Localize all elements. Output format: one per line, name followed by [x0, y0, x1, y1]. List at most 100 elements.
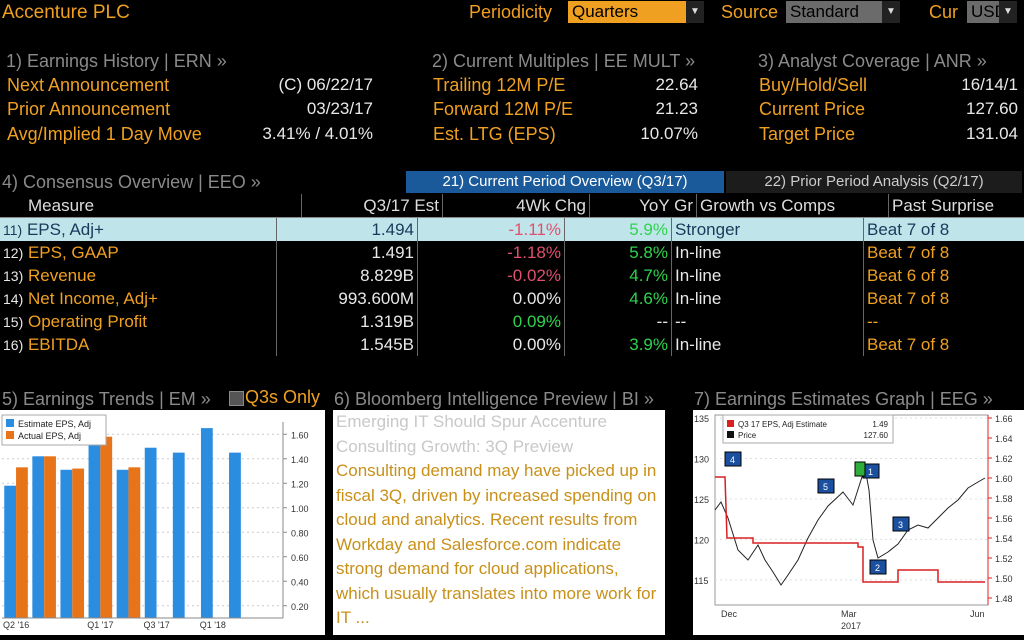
cell-measure: 11) EPS, Adj+	[0, 218, 277, 241]
cell-surprise: Beat 6 of 8	[864, 264, 1024, 287]
cell-yoy: 5.8%	[565, 241, 672, 264]
cell-yoy: 3.9%	[565, 333, 672, 356]
bar	[201, 428, 213, 618]
right-axis-label: 1.48	[995, 594, 1013, 604]
col-measure[interactable]: Measure	[0, 194, 302, 218]
estimates-graph-title[interactable]: 7) Earnings Estimates Graph | EEG »	[694, 389, 993, 410]
cell-estimate: 1.494	[277, 218, 418, 241]
source-select[interactable]: Standard ▼	[786, 1, 900, 23]
prior-announcement-label: Prior Announcement	[7, 99, 170, 120]
earnings-history-title[interactable]: 1) Earnings History | ERN »	[6, 51, 227, 72]
cell-estimate: 1.319B	[277, 310, 418, 333]
analyst-coverage-title[interactable]: 3) Analyst Coverage | ANR »	[758, 51, 987, 72]
col-estimate[interactable]: Q3/17 Est	[302, 194, 443, 218]
tab-current-period[interactable]: 21) Current Period Overview (Q3/17)	[406, 171, 724, 193]
periodicity-value: Quarters	[572, 2, 638, 21]
periodicity-label: Periodicity	[469, 2, 552, 23]
col-past-surprise[interactable]: Past Surprise	[889, 194, 1024, 218]
currency-select[interactable]: USD ▼	[967, 1, 1017, 23]
periodicity-select[interactable]: Quarters ▼	[568, 1, 704, 23]
cell-4wk-chg: 0.00%	[418, 333, 565, 356]
cell-comps: In-line	[672, 241, 864, 264]
event-marker-label: 1	[868, 467, 873, 477]
y-tick-label: 1.20	[291, 479, 309, 489]
y-tick-label: 0.80	[291, 528, 309, 538]
event-marker-label: 5	[823, 482, 828, 492]
legend-swatch	[727, 431, 734, 438]
cell-yoy: 5.9%	[565, 218, 672, 241]
right-axis-label: 1.52	[995, 554, 1013, 564]
current-price-label: Current Price	[759, 99, 865, 120]
y-tick-label: 1.40	[291, 455, 309, 465]
ltg-value: 10.07%	[600, 124, 698, 144]
x-tick-label: Jun	[970, 609, 985, 619]
q3s-only-checkbox[interactable]	[229, 391, 244, 406]
bar	[145, 448, 157, 618]
trailing-pe-value: 22.64	[600, 75, 698, 95]
bar	[44, 456, 56, 618]
cell-estimate: 8.829B	[277, 264, 418, 287]
cell-comps: In-line	[672, 287, 864, 310]
cell-measure: 15) Operating Profit	[0, 310, 277, 333]
left-axis-label: 130	[694, 454, 709, 464]
ltg-label: Est. LTG (EPS)	[433, 124, 556, 145]
consensus-table: Measure Q3/17 Est 4Wk Chg YoY Gr Growth …	[0, 194, 1024, 218]
right-axis-label: 1.50	[995, 574, 1013, 584]
green-marker	[855, 462, 865, 476]
right-axis-label: 1.56	[995, 514, 1013, 524]
next-announcement-label: Next Announcement	[7, 75, 169, 96]
cell-yoy: 4.7%	[565, 264, 672, 287]
cell-4wk-chg: 0.09%	[418, 310, 565, 333]
y-tick-label: 0.20	[291, 602, 309, 612]
x-tick-label: Dec	[721, 609, 738, 619]
event-marker-label: 2	[875, 563, 880, 573]
bi-preview-title[interactable]: 6) Bloomberg Intelligence Preview | BI »	[334, 389, 654, 410]
chevron-down-icon: ▼	[882, 1, 900, 23]
legend-value: 1.49	[872, 420, 888, 429]
chevron-down-icon: ▼	[999, 1, 1017, 23]
legend-swatch	[727, 420, 734, 427]
cell-comps: Stronger	[672, 218, 864, 241]
event-marker-label: 4	[730, 455, 735, 465]
col-4wk-chg[interactable]: 4Wk Chg	[443, 194, 590, 218]
earnings-trends-title[interactable]: 5) Earnings Trends | EM »	[2, 389, 211, 410]
cell-measure: 14) Net Income, Adj+	[0, 287, 277, 310]
consensus-title[interactable]: 4) Consensus Overview | EEO »	[2, 172, 261, 193]
y-tick-label: 0.40	[291, 577, 309, 587]
table-header-row: Measure Q3/17 Est 4Wk Chg YoY Gr Growth …	[0, 194, 1024, 218]
left-axis-label: 125	[694, 495, 709, 505]
cell-yoy: 4.6%	[565, 287, 672, 310]
tab-prior-period[interactable]: 22) Prior Period Analysis (Q2/17)	[726, 171, 1022, 193]
avg-move-value: 3.41% / 4.01%	[210, 124, 373, 144]
bi-headline[interactable]: Emerging IT Should Spur Accenture Consul…	[336, 410, 664, 459]
cell-surprise: Beat 7 of 8	[864, 218, 1024, 241]
x-tick-label: Mar	[841, 609, 857, 619]
col-yoy-growth[interactable]: YoY Gr	[590, 194, 697, 218]
cell-4wk-chg: 0.00%	[418, 287, 565, 310]
cell-comps: In-line	[672, 264, 864, 287]
cell-measure: 16) EBITDA	[0, 333, 277, 356]
left-axis-label: 120	[694, 535, 709, 545]
col-growth-vs-comps[interactable]: Growth vs Comps	[697, 194, 889, 218]
legend-label: Actual EPS, Adj	[18, 431, 81, 441]
bar	[16, 467, 28, 618]
q3s-only-label[interactable]: Q3s Only	[245, 387, 320, 408]
cell-comps: In-line	[672, 333, 864, 356]
current-multiples-title[interactable]: 2) Current Multiples | EE MULT »	[432, 51, 695, 72]
x-tick-label: Q3 '17	[144, 620, 170, 630]
bar	[128, 467, 140, 618]
cell-surprise: Beat 7 of 8	[864, 241, 1024, 264]
bi-preview-panel[interactable]: Emerging IT Should Spur Accenture Consul…	[333, 410, 665, 635]
avg-move-label: Avg/Implied 1 Day Move	[7, 124, 202, 145]
current-price-value: 127.60	[900, 99, 1018, 119]
bar	[89, 444, 101, 618]
legend-value: 127.60	[864, 431, 889, 440]
